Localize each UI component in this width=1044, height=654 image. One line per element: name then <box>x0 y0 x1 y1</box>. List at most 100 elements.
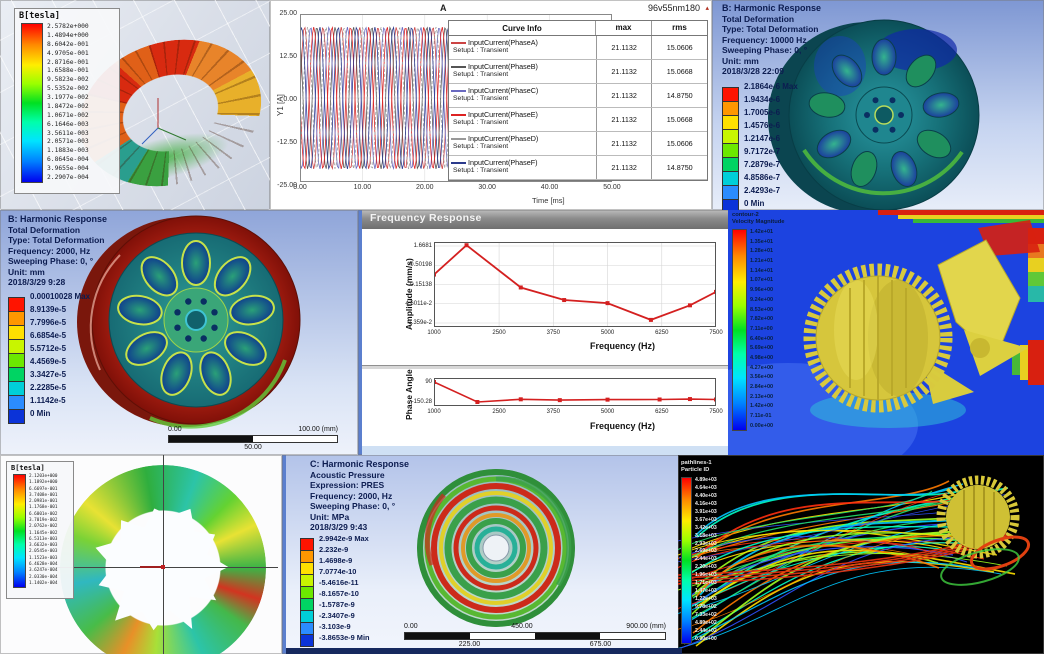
legend-value: 4.27e+00 <box>750 364 774 371</box>
legend-value: 3.5611e-003 <box>47 129 89 137</box>
table-row: InputCurrent(PhaseD) Setup1 : Transient … <box>449 132 707 156</box>
result-info-block: C: Harmonic Response Acoustic Pressure Exp… <box>310 459 409 533</box>
legend-label: 9.7172e-7 <box>744 147 781 156</box>
legend-values: 2.5782e+000 1.4894e+000 8.6042e-001 4.9705e… <box>47 23 89 181</box>
legend-value: 2.0762e-002 <box>29 524 58 530</box>
scale-ruler: 0.00 450.00 900.00 (mm) 225.00 675.00 <box>404 623 666 649</box>
legend-value: 9.5823e-002 <box>47 76 89 84</box>
info-line: Unit: mm <box>8 266 45 277</box>
center-marker-dot <box>161 565 165 569</box>
panel-cfd-velocity: contour-2 Velocity Magnitude 1.42e+01 1.35… <box>728 210 1044 455</box>
legend-label: 7.0774e-10 <box>319 567 357 576</box>
legend-value: 2.0571e-003 <box>47 138 89 146</box>
col-rms: rms <box>651 21 707 35</box>
legend-value: 7.82e+00 <box>750 316 774 323</box>
streamlines-visualization <box>678 480 1016 649</box>
legend-value: 1.8472e-002 <box>47 102 89 110</box>
info-line: Frequency: 10000 Hz <box>722 34 807 45</box>
amplitude-x-ticks: 1000 2500 3750 5000 6250 7500 <box>427 330 723 336</box>
legend-color-block <box>722 101 739 116</box>
legend-value: 1.1883e-003 <box>47 147 89 155</box>
legend-color-block <box>8 409 25 424</box>
legend-value: 7.33e+02 <box>695 611 717 618</box>
legend-value: 1.1523e-003 <box>29 555 58 561</box>
legend-value: 1.0671e-002 <box>47 111 89 119</box>
curve-color-swatch <box>451 41 466 44</box>
info-line: C: Harmonic Response <box>310 459 410 469</box>
y-axis-ticks: 25.00 12.50 0.00 -12.50 -25.00 <box>272 10 297 190</box>
legend-label: -3.8653e-9 Min <box>319 633 370 642</box>
legend-value: 0.00e+00 <box>695 635 717 642</box>
window-bottom-strip <box>286 648 682 654</box>
phase-y-ticks: 90 -150.28 <box>411 379 432 405</box>
info-line: B: Harmonic Response <box>8 214 108 224</box>
curve-max: 21.1132 <box>595 84 652 107</box>
y-tick: -25.00 <box>277 182 297 189</box>
legend-label: 2.4293e-7 <box>744 186 781 195</box>
deformation-legend: 2.1864e-6 Max 1.9434e-6 1.7005e-6 1.4576e-6… <box>722 82 798 210</box>
legend-color-block <box>8 381 25 396</box>
curve-setup: Setup1 : Transient <box>453 143 509 150</box>
curve-rms: 15.0668 <box>651 60 707 83</box>
info-line: 2018/3/29 9:43 <box>310 522 368 532</box>
curve-setup: Setup1 : Transient <box>453 71 509 78</box>
legend-value: 1.1402e-004 <box>29 580 58 586</box>
legend-label: -2.3407e-9 <box>319 611 355 620</box>
info-line: Total Deformation <box>8 224 81 235</box>
legend-label: 5.5712e-5 <box>30 344 67 353</box>
info-line: Total Deformation <box>722 13 795 24</box>
ruler-label-q1: 225.00 <box>458 641 481 648</box>
legend-title: B[tesla] <box>11 464 45 472</box>
legend-value: 2.44e+03 <box>695 556 717 563</box>
curve-rms: 14.8750 <box>651 156 707 179</box>
legend-label: 2.1864e-6 Max <box>744 82 798 91</box>
legend-value: 8.53e+00 <box>750 306 774 313</box>
y-tick: -12.50 <box>277 139 297 146</box>
legend-color-block <box>722 143 739 158</box>
table-row: InputCurrent(PhaseF) Setup1 : Transient … <box>449 156 707 180</box>
window-corner-icon: ▴ <box>705 5 709 12</box>
panel-maxwell-rotor: B[tesla] 2.1203e+000 1.1892e+000 6.6697e-0… <box>0 455 282 654</box>
curve-name: InputCurrent(PhaseD) <box>468 134 539 143</box>
curve-setup: Setup1 : Transient <box>453 47 509 54</box>
legend-color-block <box>722 129 739 144</box>
legend-label: -8.1657e-10 <box>319 589 359 598</box>
legend-value: 4.9705e-001 <box>47 49 89 57</box>
legend-value: 6.6697e-001 <box>29 486 58 492</box>
panel-acoustic-pressure: C: Harmonic Response Acoustic Pressure Exp… <box>282 455 682 654</box>
window-bottom-strip <box>362 446 732 455</box>
legend-value: 1.22e+03 <box>695 596 717 603</box>
legend-value: 1.35e+01 <box>750 238 774 245</box>
legend-value: 4.40e+03 <box>695 492 717 499</box>
legend-value: 4.89e+03 <box>695 477 717 483</box>
legend-value: 5.5352e-002 <box>47 85 89 93</box>
legend-value: 2.0545e-003 <box>29 549 58 555</box>
legend-title-line: pathlines-1 <box>681 460 712 466</box>
curve-rms: 15.0606 <box>651 36 707 59</box>
legend-label: 1.4576e-6 <box>744 121 781 130</box>
legend-value: 1.42e+01 <box>750 229 774 235</box>
panel-particle-pathlines: pathlines-1 Particle ID 4.89e+03 4.64e+03 4… <box>678 455 1044 654</box>
legend-value: 2.0981e-001 <box>29 499 58 505</box>
legend-value: 4.89e+02 <box>695 619 717 626</box>
legend-colorbar <box>732 229 747 431</box>
curve-max: 21.1132 <box>595 108 652 131</box>
curve-color-swatch <box>451 113 466 116</box>
legend-color-block <box>722 115 739 130</box>
curve-rms: 15.0606 <box>651 132 707 155</box>
curve-color-swatch <box>451 161 466 164</box>
legend-color-block <box>8 395 25 410</box>
curve-rms: 14.8750 <box>651 84 707 107</box>
legend-label: 2.2285e-5 <box>30 383 67 392</box>
pressure-legend: 2.9942e-9 Max 2.232e-9 1.4698e-9 7.0774e-10… <box>300 534 370 647</box>
legend-value: 2.5782e+000 <box>47 23 89 30</box>
legend-label: -5.4616e-11 <box>319 578 359 587</box>
center-marker-line <box>140 566 164 568</box>
legend-color-block <box>300 634 314 647</box>
result-info-block: B: Harmonic Response Total Deformation Typ… <box>8 214 107 288</box>
panel-harmonic-10000hz: B: Harmonic Response Total Deformation Typ… <box>712 0 1044 210</box>
legend-value: 7.11e+00 <box>750 325 773 332</box>
info-line: 2018/3/28 22:09 <box>722 66 784 76</box>
info-line: Expression: PRES <box>310 480 385 490</box>
info-line: Sweeping Phase: 0, ° <box>722 45 808 55</box>
